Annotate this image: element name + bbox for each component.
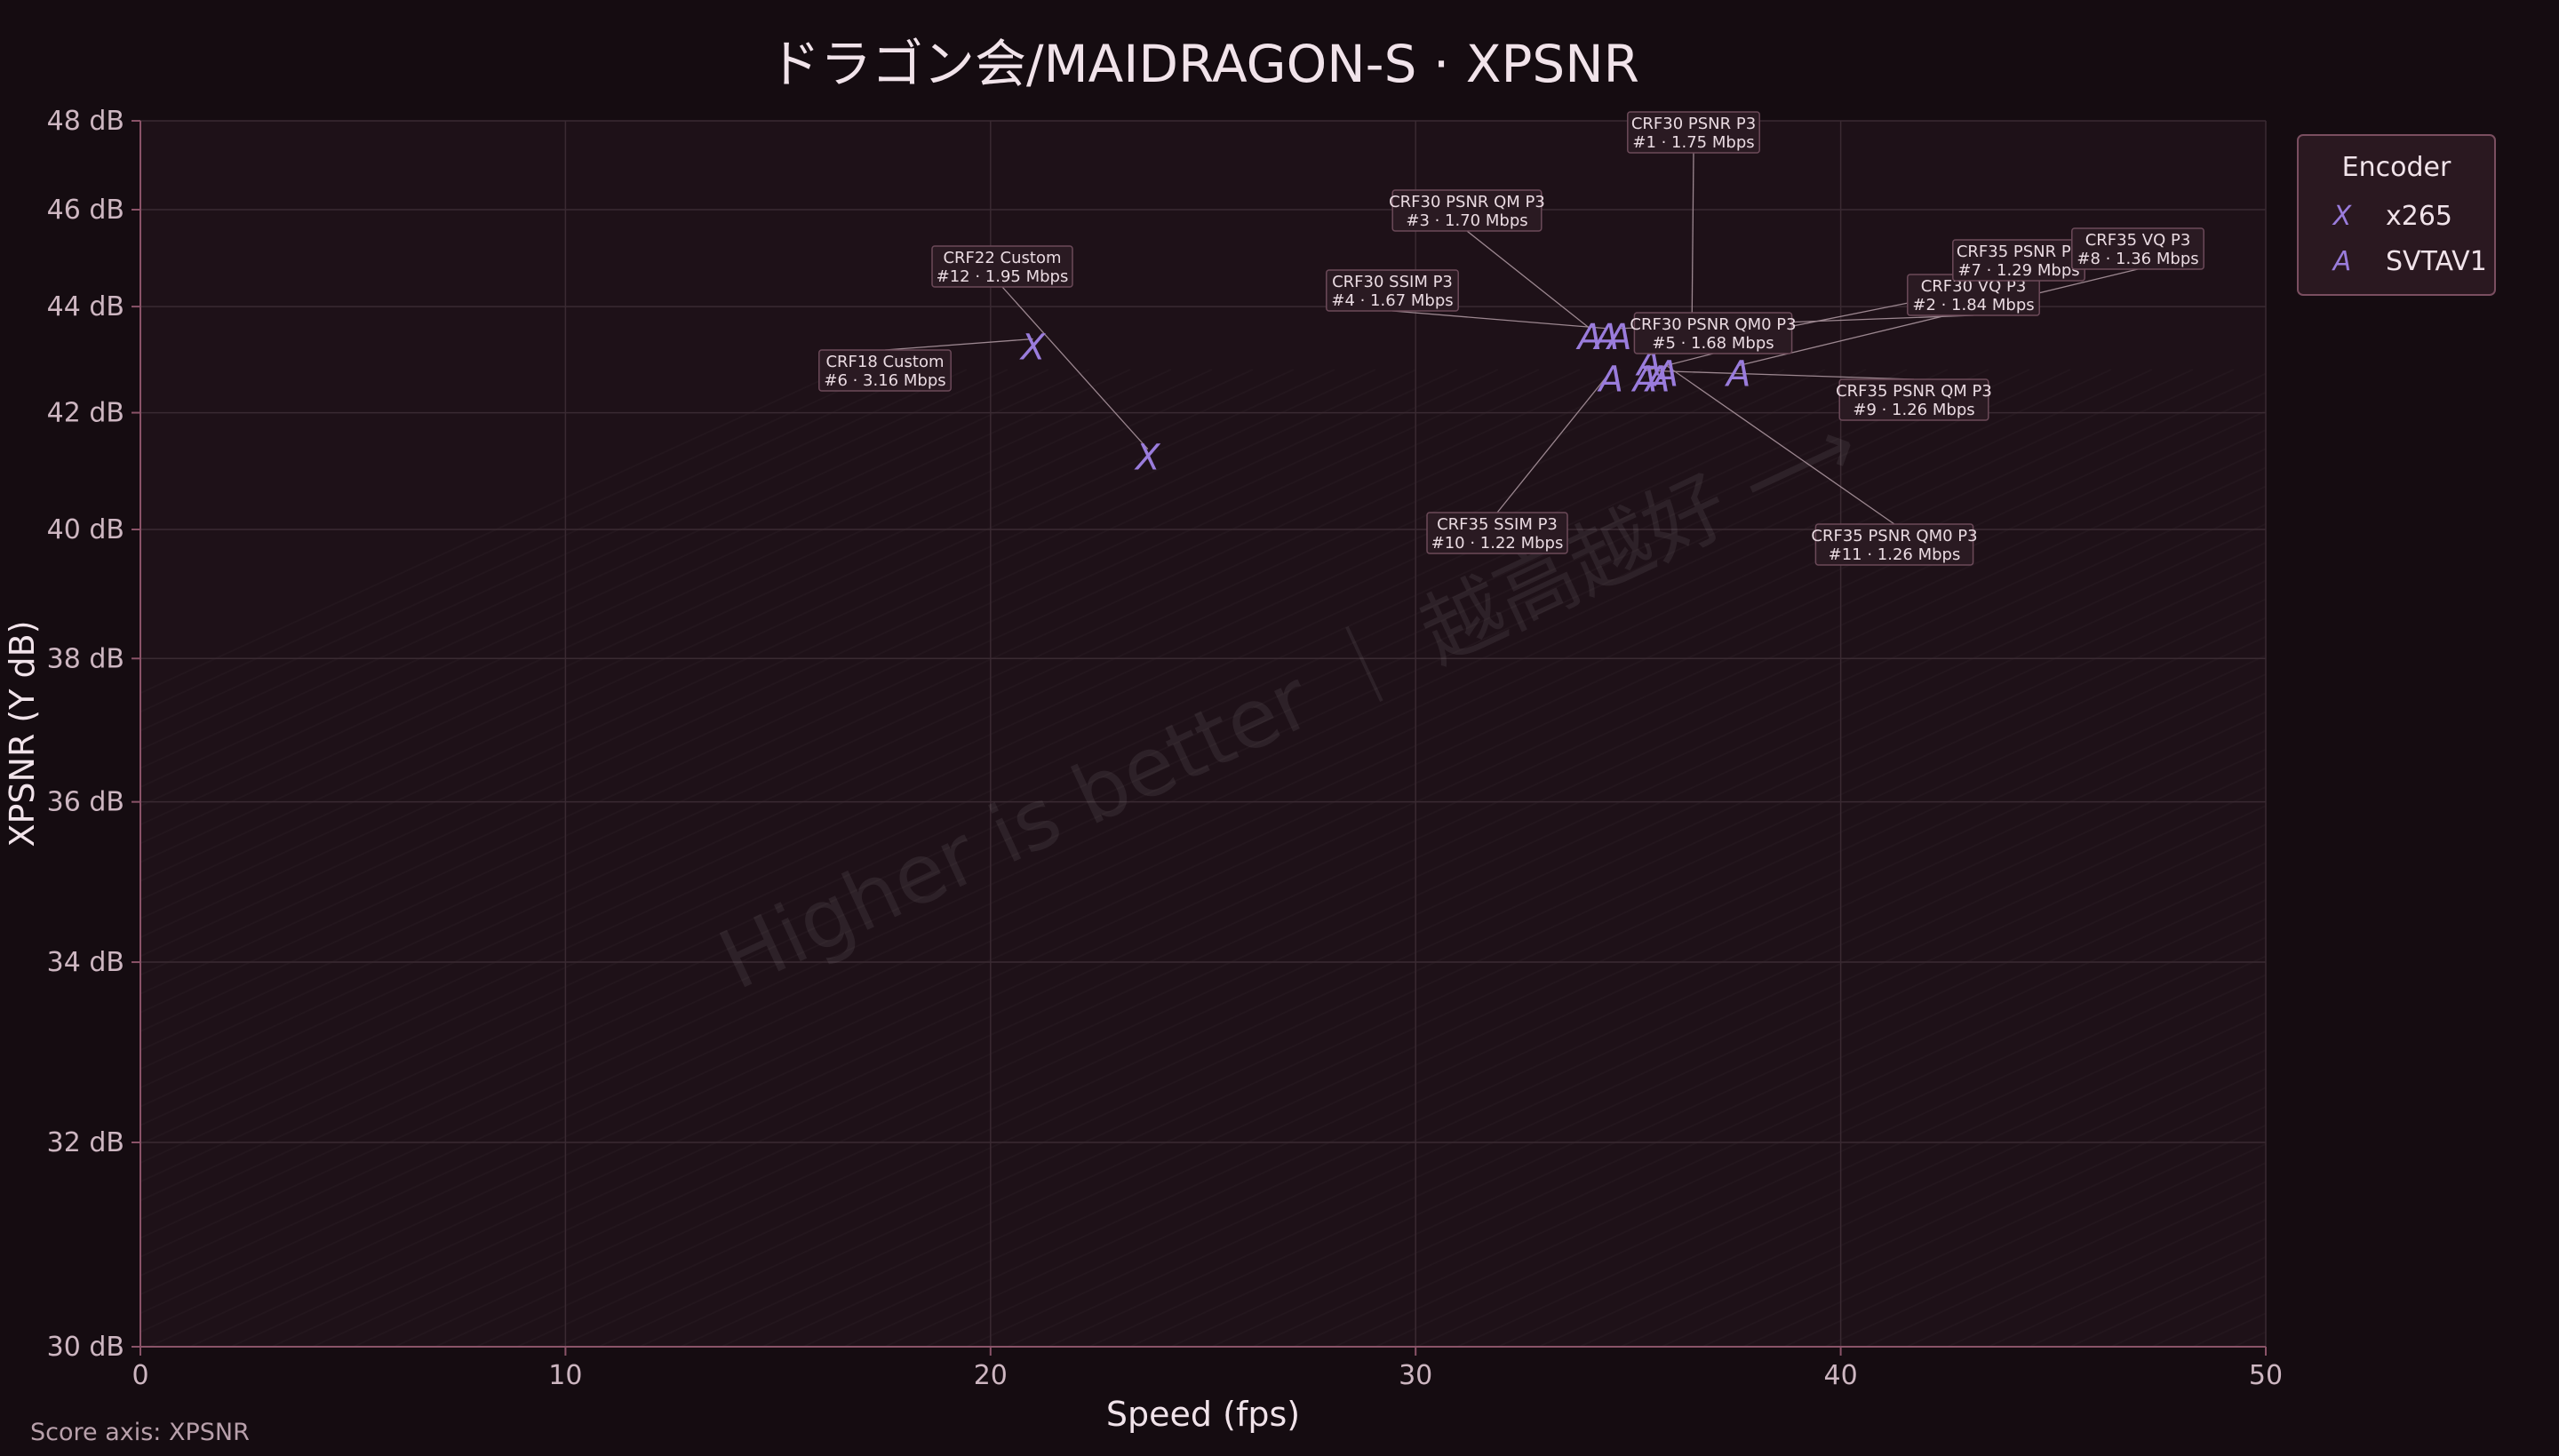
annotation-box [931,245,1073,288]
annotation-bitrate-label: #5 · 1.68 Mbps [1652,334,1774,353]
annotation-setting-label: CRF35 SSIM P3 [1437,515,1558,534]
data-point-marker: A [1643,360,1670,401]
annotation-bitrate-label: #12 · 1.95 Mbps [937,267,1069,286]
y-tick-label: 32 dB [47,1127,124,1158]
y-tick-label: 36 dB [47,787,124,818]
annotation-box [1814,523,1974,566]
annotation-leader [1391,310,1607,330]
data-point-marker: A [1630,360,1657,401]
x-tick-label: 0 [132,1360,148,1391]
annotation-setting-label: CRF22 Custom [943,249,1061,267]
chart-title: ドラゴン会/MAIDRAGON-S · XPSNR [769,34,1639,94]
y-tick-label: 30 dB [47,1332,124,1363]
annotation-setting-label: CRF35 PSNR QM P3 [1836,382,1992,401]
annotation-bitrate-label: #3 · 1.70 Mbps [1406,211,1527,230]
annotation-leader [1466,230,1590,330]
axis-ticks: 0 10 20 30 40 50 30 dB 32 dB 34 dB 36 dB 38 dB 40 d… [47,106,2283,1391]
annotation-leader [1657,370,1915,380]
annotation-box [818,349,952,392]
annotation-setting-label: CRF30 SSIM P3 [1332,273,1453,291]
x-tick-label: 50 [2249,1360,2283,1391]
annotation-leader [1496,370,1612,513]
annotation-leader [1738,268,2139,367]
x-tick-label: 10 [548,1360,582,1391]
annotation-box [1633,312,1793,354]
x-tick-label: 40 [1824,1360,1858,1391]
annotation-setting-label: CRF30 PSNR P3 [1631,115,1756,133]
annotation-box [1627,111,1760,154]
data-point-marker: X [1019,328,1047,369]
legend-marker-svtav1: A [2332,246,2352,277]
legend-label-x265: x265 [2386,201,2452,232]
legend-title: Encoder [2342,152,2451,183]
y-tick-label: 46 dB [47,195,124,226]
annotation-setting-label: CRF35 PSNR P3 [1957,243,2081,261]
score-axis-footer: Score axis: XPSNR [30,1419,250,1446]
y-tick-label: 42 dB [47,398,124,429]
y-tick-label: 38 dB [47,643,124,674]
annotation-leader [1691,152,1694,323]
annotation-setting-label: CRF30 PSNR QM0 P3 [1630,315,1796,334]
annotation-leader [884,338,1033,351]
annotation-setting-label: CRF35 PSNR QM0 P3 [1811,527,1977,545]
annotation-bitrate-label: #2 · 1.84 Mbps [1912,296,2034,314]
annotation-leader [1666,364,1895,525]
data-point-marker: A [1652,354,1678,394]
x-tick-label: 30 [1399,1360,1432,1391]
data-point-marker: A [1597,360,1623,401]
x-axis-title: Speed (fps) [1106,1395,1300,1434]
annotation-bitrate-label: #10 · 1.22 Mbps [1431,534,1564,553]
x-tick-label: 20 [974,1360,1008,1391]
annotation-bitrate-label: #7 · 1.29 Mbps [1957,261,2079,280]
annotation-bitrate-label: #9 · 1.26 Mbps [1853,401,1974,419]
annotation-bitrate-label: #8 · 1.36 Mbps [2077,250,2198,268]
y-tick-label: 48 dB [47,106,124,137]
annotation-leader [1001,286,1149,450]
annotation-box [1326,269,1459,312]
annotation-bitrate-label: #4 · 1.67 Mbps [1331,291,1453,310]
annotation-box [1426,512,1568,554]
annotation-bitrate-label: #11 · 1.26 Mbps [1829,545,1961,564]
annotation-setting-label: CRF30 VQ P3 [1921,277,2027,296]
annotation-bitrate-label: #1 · 1.75 Mbps [1632,133,1754,152]
annotation-setting-label: CRF35 VQ P3 [2085,231,2191,250]
annotation-box [1391,189,1543,232]
y-axis-title: XPSNR (Y dB) [3,620,42,847]
legend: Encoder X x265 A SVTAV1 [2297,134,2496,296]
data-point-marker: A [1605,317,1631,358]
data-point-marker: A [1575,317,1602,358]
annotation-box [1838,378,1989,421]
y-tick-label: 34 dB [47,947,124,978]
annotation-setting-label: CRF18 Custom [825,353,944,371]
data-point-marker: X [1134,438,1161,479]
annotation-leader [1645,353,1714,372]
annotation-setting-label: CRF30 PSNR QM P3 [1389,193,1545,211]
annotation-box [2071,227,2204,270]
annotation-bitrate-label: #6 · 3.16 Mbps [824,371,945,390]
legend-marker-x265: X [2332,201,2353,232]
data-point-marker: A [1592,317,1619,358]
y-tick-label: 44 dB [47,291,124,322]
data-point-marker: A [1724,354,1750,394]
legend-label-svtav1: SVTAV1 [2386,246,2487,277]
legend-box [2297,134,2496,296]
y-tick-label: 40 dB [47,514,124,545]
